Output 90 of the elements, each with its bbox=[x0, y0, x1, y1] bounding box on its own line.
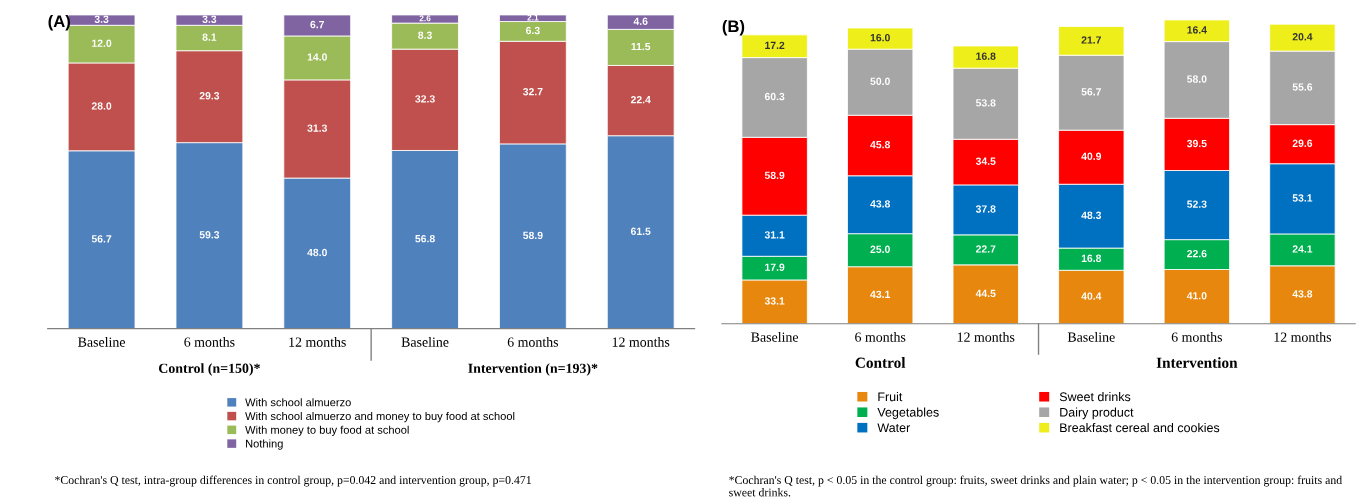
data-label: 22.6 bbox=[1187, 249, 1207, 258]
data-label: 32.3 bbox=[415, 95, 435, 103]
data-label: 2.1 bbox=[527, 14, 539, 21]
data-label: 21.7 bbox=[1081, 36, 1101, 44]
text: *Cochran's Q test, intra-group differences in control group, p=0.042 and intervention group, p=0.471 bbox=[55, 475, 531, 487]
data-label: 56.7 bbox=[91, 235, 112, 243]
legend-label: With school almuerzo and money to buy food at school bbox=[245, 411, 515, 423]
x-tick-label: Baseline bbox=[401, 337, 449, 347]
x-tick-label: Baseline bbox=[751, 332, 799, 342]
text: Control bbox=[855, 357, 906, 368]
data-label: 48.0 bbox=[307, 248, 327, 257]
data-label: 17.2 bbox=[765, 41, 785, 49]
data-label: 14.0 bbox=[307, 53, 327, 61]
data-label: 45.8 bbox=[870, 140, 891, 149]
data-label: 56.8 bbox=[415, 235, 435, 243]
x-tick-label: 6 months bbox=[855, 332, 906, 342]
data-label: 16.8 bbox=[1081, 254, 1102, 262]
data-label: 43.1 bbox=[870, 290, 891, 299]
data-label: 48.3 bbox=[1081, 211, 1102, 219]
data-label: 22.7 bbox=[975, 245, 996, 253]
data-label: 55.6 bbox=[1292, 83, 1313, 91]
data-label: 11.5 bbox=[631, 42, 651, 51]
legend-label: Breakfast cereal and cookies bbox=[1060, 422, 1220, 433]
x-tick-label: 12 months bbox=[289, 337, 346, 347]
data-label: 50.0 bbox=[870, 77, 890, 85]
data-label: 4.6 bbox=[633, 17, 648, 25]
data-label: 8.3 bbox=[418, 31, 432, 39]
legend-label: With school almuerzo bbox=[245, 398, 351, 407]
data-label: 32.7 bbox=[522, 88, 543, 96]
data-label: 58.9 bbox=[523, 231, 543, 240]
x-tick-label: 12 months bbox=[1274, 332, 1332, 342]
data-label: 16.8 bbox=[976, 52, 996, 60]
legend-label: With money to buy food at school bbox=[245, 425, 409, 437]
legend-label: Vegetables bbox=[877, 407, 939, 420]
x-tick-label: 6 months bbox=[1171, 332, 1223, 342]
data-label: 24.1 bbox=[1292, 245, 1313, 253]
x-tick-label: Baseline bbox=[1067, 332, 1115, 342]
x-tick-label: 12 months bbox=[612, 337, 670, 347]
data-label: 29.6 bbox=[1292, 139, 1313, 147]
data-label: 22.4 bbox=[630, 96, 651, 104]
data-label: 43.8 bbox=[870, 200, 891, 208]
data-label: 8.1 bbox=[202, 33, 217, 41]
data-label: 58.9 bbox=[764, 171, 785, 180]
data-label: 31.1 bbox=[764, 231, 785, 239]
legend-label: Dairy product bbox=[1060, 407, 1134, 420]
data-label: 3.3 bbox=[94, 15, 109, 23]
data-label: 20.4 bbox=[1292, 33, 1313, 41]
data-label: 56.7 bbox=[1081, 88, 1101, 96]
data-label: 17.9 bbox=[765, 263, 785, 271]
text: Intervention (n=193)* bbox=[468, 363, 598, 376]
data-label: 33.1 bbox=[764, 297, 785, 305]
data-label: 52.3 bbox=[1187, 200, 1207, 208]
text: Control (n=150)* bbox=[158, 363, 260, 376]
data-label: 6.7 bbox=[310, 20, 325, 29]
data-label: 58.0 bbox=[1187, 75, 1207, 83]
x-tick-label: 6 months bbox=[507, 337, 559, 347]
data-label: 39.5 bbox=[1186, 139, 1207, 148]
data-label: 29.3 bbox=[199, 92, 220, 100]
data-label: 44.5 bbox=[975, 289, 996, 298]
data-label: 53.1 bbox=[1292, 194, 1313, 202]
data-label: 12.0 bbox=[92, 39, 112, 47]
data-label: 25.0 bbox=[870, 245, 890, 253]
x-tick-label: 12 months bbox=[957, 332, 1015, 342]
legend-label: Sweet drinks bbox=[1059, 392, 1131, 402]
data-label: 34.5 bbox=[975, 157, 996, 165]
data-label: 61.5 bbox=[630, 227, 651, 235]
data-label: 41.0 bbox=[1186, 292, 1207, 300]
data-label: 59.3 bbox=[199, 231, 220, 239]
data-label: 43.8 bbox=[1292, 290, 1313, 298]
chart-title: (B) bbox=[722, 19, 745, 36]
data-label: 16.4 bbox=[1187, 26, 1207, 34]
x-tick-label: 6 months bbox=[184, 337, 235, 347]
chart-title: (A) bbox=[48, 14, 70, 31]
data-label: 16.0 bbox=[870, 33, 890, 42]
text: Intervention bbox=[1156, 357, 1238, 368]
data-label: 28.0 bbox=[91, 102, 112, 110]
data-label: 3.3 bbox=[202, 15, 217, 23]
data-label: 2.6 bbox=[419, 15, 431, 22]
x-tick-label: Baseline bbox=[78, 337, 126, 347]
legend-label: Fruit bbox=[878, 392, 903, 402]
data-label: 37.8 bbox=[975, 205, 996, 213]
data-label: 40.4 bbox=[1081, 292, 1102, 300]
text: *Cochran's Q test, p < 0.05 in the control group: fruits, sweet drinks and plain water; p < 0.05 in the intervention group: fruits and sweet drinks. bbox=[729, 475, 1343, 497]
legend-label: Nothing bbox=[246, 439, 283, 450]
legend-label: Water bbox=[877, 423, 911, 433]
data-label: 31.3 bbox=[307, 124, 327, 132]
data-label: 6.3 bbox=[526, 26, 540, 35]
data-label: 53.8 bbox=[975, 99, 996, 107]
data-label: 40.9 bbox=[1081, 152, 1102, 160]
data-label: 60.3 bbox=[764, 92, 785, 101]
